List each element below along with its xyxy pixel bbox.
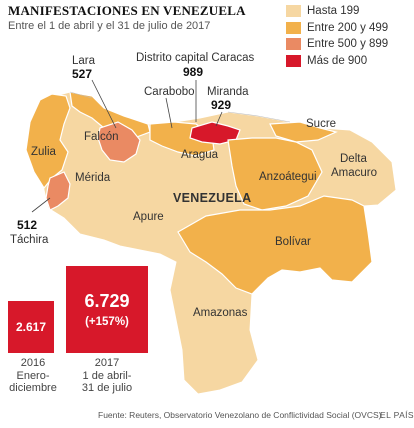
chart-title: MANIFESTACIONES EN VENEZUELA bbox=[8, 3, 246, 18]
caption-2017: 2017 1 de abril- 31 de julio bbox=[66, 357, 148, 395]
label-apure: Apure bbox=[133, 211, 164, 223]
legend-label: Hasta 199 bbox=[307, 5, 360, 18]
label-delta-amacuro-1: Delta bbox=[340, 153, 367, 165]
label-country: VENEZUELA bbox=[173, 191, 251, 205]
state-sucre bbox=[269, 121, 338, 143]
label-carabobo: Carabobo bbox=[144, 86, 195, 98]
leader-lara bbox=[91, 79, 117, 129]
label-zulia: Zulia bbox=[31, 146, 57, 158]
value-miranda: 929 bbox=[211, 98, 231, 112]
label-delta-amacuro-2: Amacuro bbox=[331, 167, 377, 179]
label-sucre: Sucre bbox=[306, 118, 336, 130]
leader-carabobo bbox=[165, 97, 173, 129]
caption-2017-period-2: 31 de julio bbox=[81, 382, 133, 394]
box-2016: 2.617 bbox=[8, 301, 54, 353]
legend-item-200-499: Entre 200 y 499 bbox=[286, 20, 414, 37]
label-falcon: Falcón bbox=[84, 131, 119, 143]
legend-swatch bbox=[286, 5, 301, 18]
footer-brand: EL PAÍS bbox=[380, 410, 414, 420]
state-tachira bbox=[45, 171, 71, 211]
legend-item-hasta-199: Hasta 199 bbox=[286, 3, 414, 20]
state-lara bbox=[97, 121, 141, 163]
value-tachira: 512 bbox=[17, 218, 37, 232]
state-anzoategui bbox=[227, 137, 323, 211]
value-lara: 527 bbox=[72, 67, 92, 81]
caption-2016-period-2: diciembre bbox=[9, 382, 57, 394]
caption-2017-year: 2017 bbox=[94, 357, 120, 369]
coastline bbox=[69, 91, 291, 123]
caption-2016: 2016 Enero- diciembre bbox=[6, 357, 60, 395]
state-bolivar bbox=[177, 195, 373, 295]
label-amazonas: Amazonas bbox=[193, 307, 248, 319]
label-bolivar: Bolívar bbox=[275, 236, 311, 248]
change-2017: (+157%) bbox=[85, 315, 129, 328]
legend-label: Más de 900 bbox=[307, 54, 368, 67]
label-miranda: Miranda bbox=[207, 86, 249, 98]
box-2017: 6.729 (+157%) bbox=[66, 266, 148, 353]
legend: Hasta 199 Entre 200 y 499 Entre 500 y 89… bbox=[286, 3, 414, 69]
caption-2016-year: 2016 bbox=[20, 357, 46, 369]
legend-label: Entre 500 y 899 bbox=[307, 38, 389, 51]
legend-item-500-899: Entre 500 y 899 bbox=[286, 36, 414, 53]
legend-swatch bbox=[286, 38, 301, 51]
label-anzoategui: Anzoátegui bbox=[259, 171, 317, 183]
value-distrito-capital: 989 bbox=[183, 65, 203, 79]
legend-swatch bbox=[286, 54, 301, 67]
label-lara: Lara bbox=[72, 55, 96, 67]
legend-item-mas-900: Más de 900 bbox=[286, 53, 414, 70]
legend-label: Entre 200 y 499 bbox=[307, 21, 389, 34]
label-distrito-capital: Distrito capital Caracas bbox=[136, 52, 254, 64]
value-2016: 2.617 bbox=[15, 320, 47, 334]
chart-subtitle: Entre el 1 de abril y el 31 de julio de … bbox=[8, 20, 211, 32]
label-merida: Mérida bbox=[75, 172, 111, 184]
legend-swatch bbox=[286, 21, 301, 34]
value-2017: 6.729 bbox=[84, 290, 130, 311]
state-zulia bbox=[25, 93, 71, 190]
leader-miranda bbox=[215, 111, 223, 127]
footer-source: Fuente: Reuters, Observatorio Venezolano… bbox=[98, 410, 384, 420]
leader-tachira bbox=[31, 197, 51, 213]
label-aragua: Aragua bbox=[181, 149, 219, 161]
caption-2016-period-1: Enero- bbox=[16, 369, 50, 382]
label-tachira: Táchira bbox=[10, 234, 49, 246]
caption-2017-period-1: 1 de abril- bbox=[82, 369, 132, 382]
